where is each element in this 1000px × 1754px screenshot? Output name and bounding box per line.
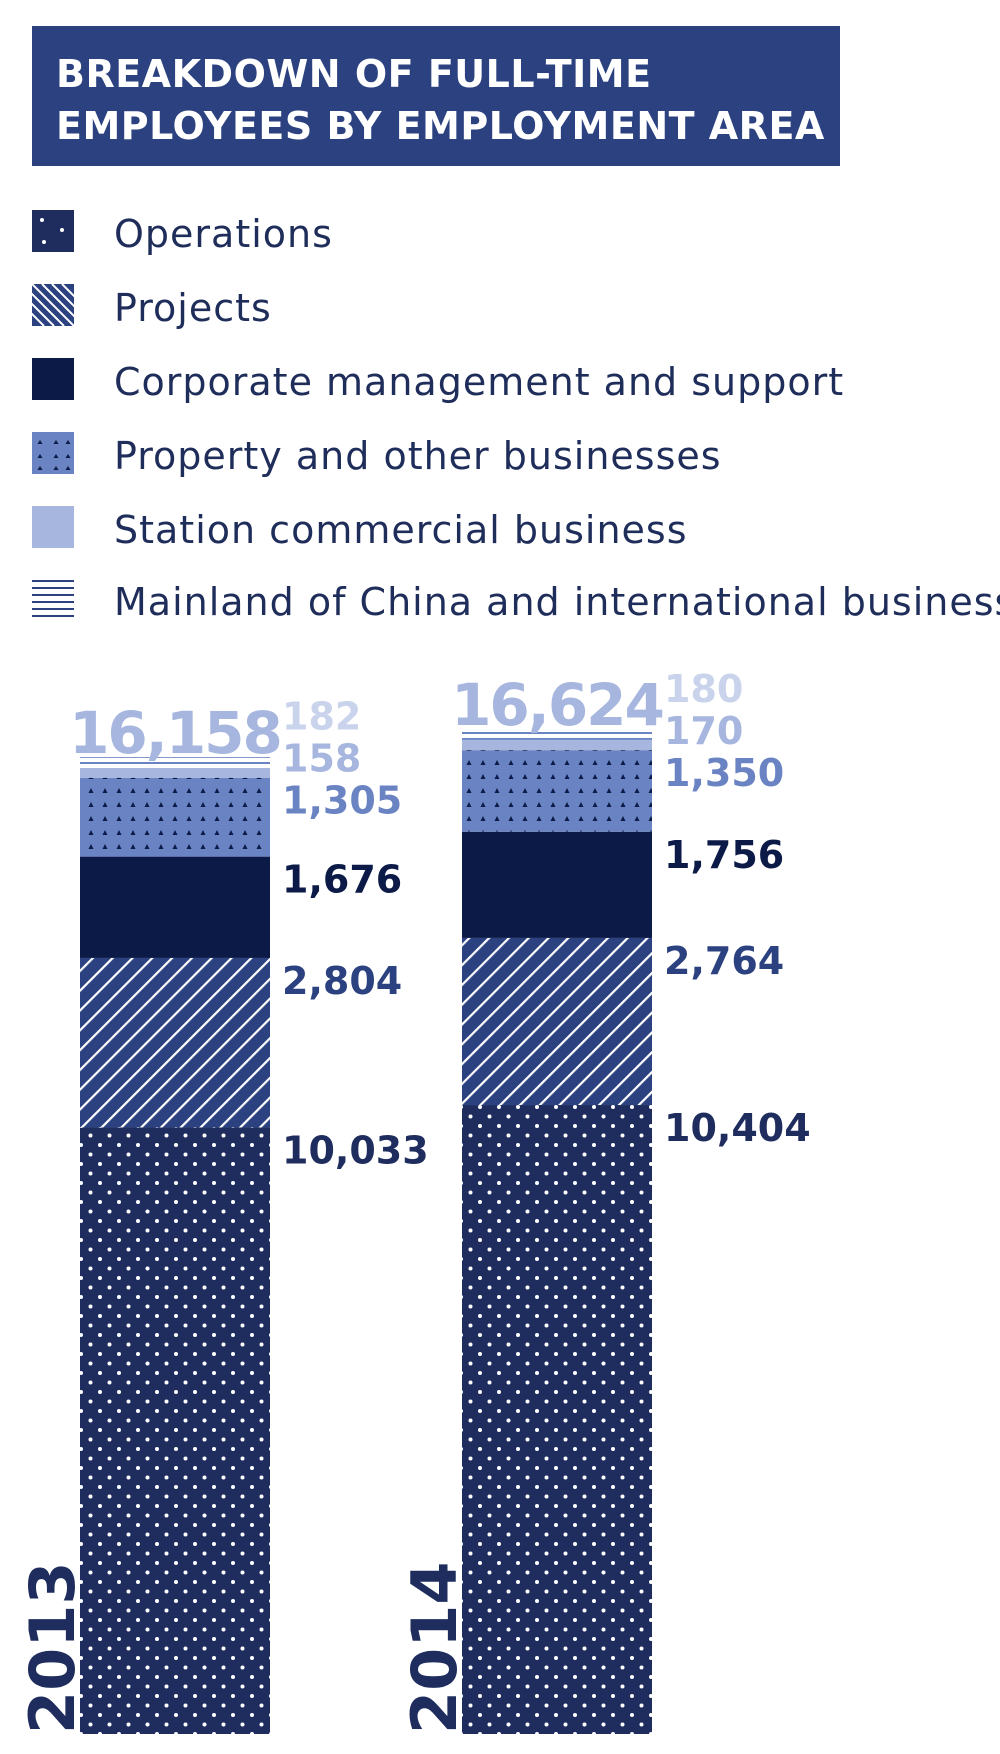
bar-segment-mainland-of-china-and-international-business-2013	[80, 757, 270, 769]
value-label-station-commercial-business-2013: 158	[282, 737, 361, 781]
legend-label-corporate: Corporate management and support	[114, 360, 845, 404]
bar-segment-operations-2014	[462, 1105, 652, 1734]
value-label-corporate-management-and-support-2013: 1,676	[282, 858, 402, 902]
value-label-projects-2013: 2,804	[282, 959, 402, 1003]
value-label-projects-2014: 2,764	[664, 939, 784, 983]
chart-title-line-2: EMPLOYEES BY EMPLOYMENT AREA	[56, 104, 825, 148]
bar-segment-station-commercial-business-2013	[80, 768, 270, 778]
value-label-operations-2013: 10,033	[282, 1128, 429, 1172]
chart-title-line-1: BREAKDOWN OF FULL-TIME	[56, 52, 652, 96]
legend-label-operations: Operations	[114, 212, 333, 256]
value-label-mainland-of-china-and-international-business-2014: 180	[664, 667, 743, 711]
category-label-2013: 2013	[16, 1561, 89, 1734]
projects-swatch	[32, 284, 74, 326]
value-label-property-and-other-businesses-2013: 1,305	[282, 779, 402, 823]
value-label-property-and-other-businesses-2014: 1,350	[664, 751, 784, 795]
corporate-swatch	[32, 358, 74, 400]
category-label-2014: 2014	[398, 1561, 471, 1734]
legend-label-property: Property and other businesses	[114, 434, 722, 478]
station-swatch	[32, 506, 74, 548]
bar-segment-corporate-management-and-support-2013	[80, 856, 270, 958]
bar-segment-corporate-management-and-support-2014	[462, 831, 652, 938]
bar-segment-projects-2014	[462, 937, 652, 1106]
property-swatch	[32, 432, 74, 474]
value-label-station-commercial-business-2014: 170	[664, 709, 743, 753]
bar-segment-operations-2013	[80, 1127, 270, 1734]
mainland-swatch	[32, 578, 74, 620]
total-label-2014: 16,624	[451, 671, 663, 739]
value-label-corporate-management-and-support-2014: 1,756	[664, 833, 784, 877]
bar-segment-property-and-other-businesses-2013	[80, 777, 270, 857]
bar-segment-mainland-of-china-and-international-business-2014	[462, 729, 652, 740]
bar-segment-station-commercial-business-2014	[462, 739, 652, 751]
bar-segment-projects-2013	[80, 957, 270, 1128]
legend-label-station: Station commercial business	[114, 508, 688, 552]
chart-title-box: BREAKDOWN OF FULL-TIME EMPLOYEES BY EMPL…	[32, 26, 840, 166]
operations-swatch	[32, 210, 74, 252]
legend-label-mainland: Mainland of China and international busi…	[114, 580, 1000, 624]
legend-label-projects: Projects	[114, 286, 272, 330]
value-label-operations-2014: 10,404	[664, 1106, 811, 1150]
value-label-mainland-of-china-and-international-business-2013: 182	[282, 695, 361, 739]
total-label-2013: 16,158	[69, 699, 281, 767]
bar-segment-property-and-other-businesses-2014	[462, 750, 652, 832]
